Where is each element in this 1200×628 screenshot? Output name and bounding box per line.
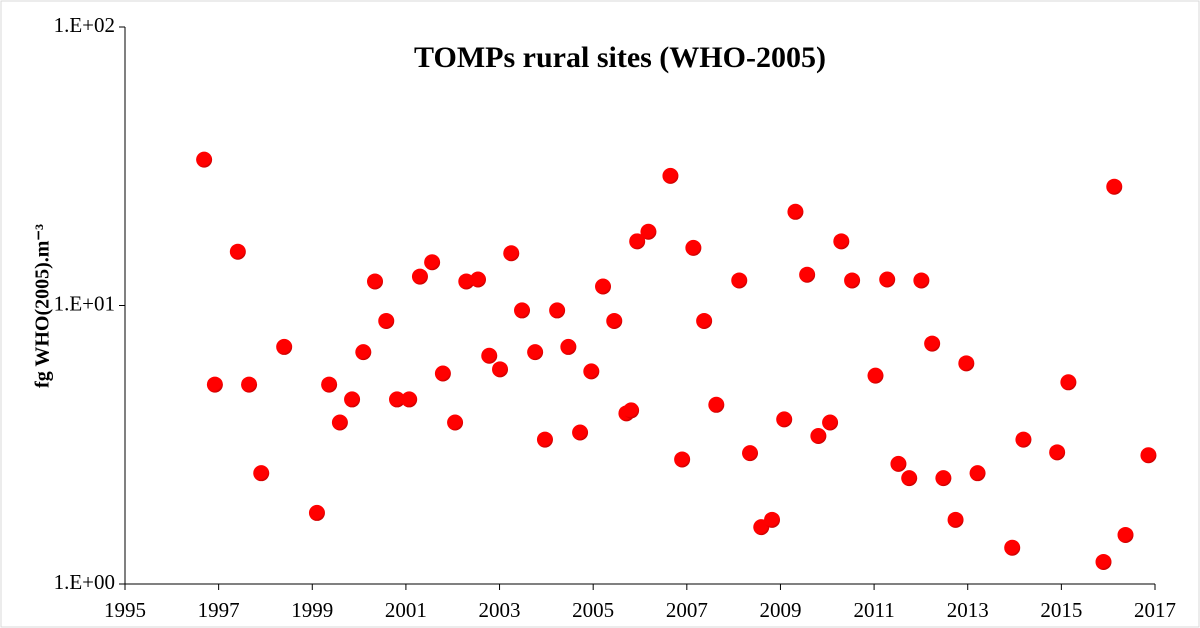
point xyxy=(253,465,270,482)
point xyxy=(549,302,566,319)
x-tick-label: 2005 xyxy=(572,598,614,622)
point xyxy=(276,338,293,355)
point xyxy=(367,273,384,290)
point xyxy=(206,376,223,393)
point xyxy=(331,414,348,431)
y-tick-label: 1.E+02 xyxy=(54,13,115,37)
point xyxy=(640,223,657,240)
point xyxy=(196,151,213,168)
point xyxy=(822,414,839,431)
point xyxy=(595,278,612,295)
point xyxy=(1049,444,1066,461)
point xyxy=(344,391,361,408)
point xyxy=(527,344,544,361)
chart-title: TOMPs rural sites (WHO-2005) xyxy=(414,41,826,74)
point xyxy=(947,511,964,528)
point xyxy=(623,402,640,419)
point xyxy=(606,312,623,329)
point xyxy=(1095,553,1112,570)
x-tick-label: 1999 xyxy=(291,598,333,622)
point xyxy=(696,312,713,329)
point xyxy=(308,504,325,521)
point xyxy=(1004,539,1021,556)
y-tick-label: 1.E+00 xyxy=(54,570,115,594)
point xyxy=(742,445,759,462)
point xyxy=(241,376,258,393)
x-tick-label: 2013 xyxy=(947,598,989,622)
point xyxy=(378,312,395,329)
point xyxy=(536,431,553,448)
point xyxy=(708,396,725,413)
point xyxy=(776,411,793,428)
x-tick-label: 2015 xyxy=(1040,598,1082,622)
point xyxy=(662,167,679,184)
x-tick-label: 1997 xyxy=(198,598,240,622)
point xyxy=(901,470,918,487)
point xyxy=(1060,374,1077,391)
point xyxy=(355,344,372,361)
point xyxy=(560,338,577,355)
point xyxy=(1106,178,1123,195)
point xyxy=(514,302,531,319)
point xyxy=(844,272,861,289)
point xyxy=(1117,526,1134,543)
point xyxy=(229,243,246,260)
point xyxy=(787,203,804,220)
point xyxy=(879,271,896,288)
point xyxy=(913,272,930,289)
point xyxy=(674,451,691,468)
point xyxy=(867,367,884,384)
point xyxy=(583,363,600,380)
point xyxy=(447,414,464,431)
point xyxy=(810,427,827,444)
point xyxy=(572,424,589,441)
x-tick-label: 2003 xyxy=(479,598,521,622)
y-axis-label: fg WHO(2005).m⁻³ xyxy=(32,224,54,388)
point xyxy=(503,245,520,262)
x-tick-label: 1995 xyxy=(104,598,146,622)
point xyxy=(1140,447,1157,464)
x-tick-label: 2009 xyxy=(759,598,801,622)
y-tick-label: 1.E+01 xyxy=(54,291,115,315)
point xyxy=(424,254,441,271)
point xyxy=(958,355,975,372)
x-tick-label: 2011 xyxy=(853,598,894,622)
x-tick-label: 2001 xyxy=(385,598,427,622)
point xyxy=(321,376,338,393)
point xyxy=(685,239,702,256)
point xyxy=(764,511,781,528)
point xyxy=(731,272,748,289)
point xyxy=(799,266,816,283)
point xyxy=(833,233,850,250)
point xyxy=(924,335,941,352)
point xyxy=(401,391,418,408)
point xyxy=(969,465,986,482)
point xyxy=(411,268,428,285)
point xyxy=(935,470,952,487)
point xyxy=(389,391,406,408)
point xyxy=(434,365,451,382)
point xyxy=(470,271,487,288)
point xyxy=(890,455,907,472)
x-tick-label: 2007 xyxy=(666,598,708,622)
point xyxy=(1015,431,1032,448)
point xyxy=(629,233,646,250)
x-tick-label: 2017 xyxy=(1134,598,1176,622)
point xyxy=(492,361,509,378)
point xyxy=(481,347,498,364)
